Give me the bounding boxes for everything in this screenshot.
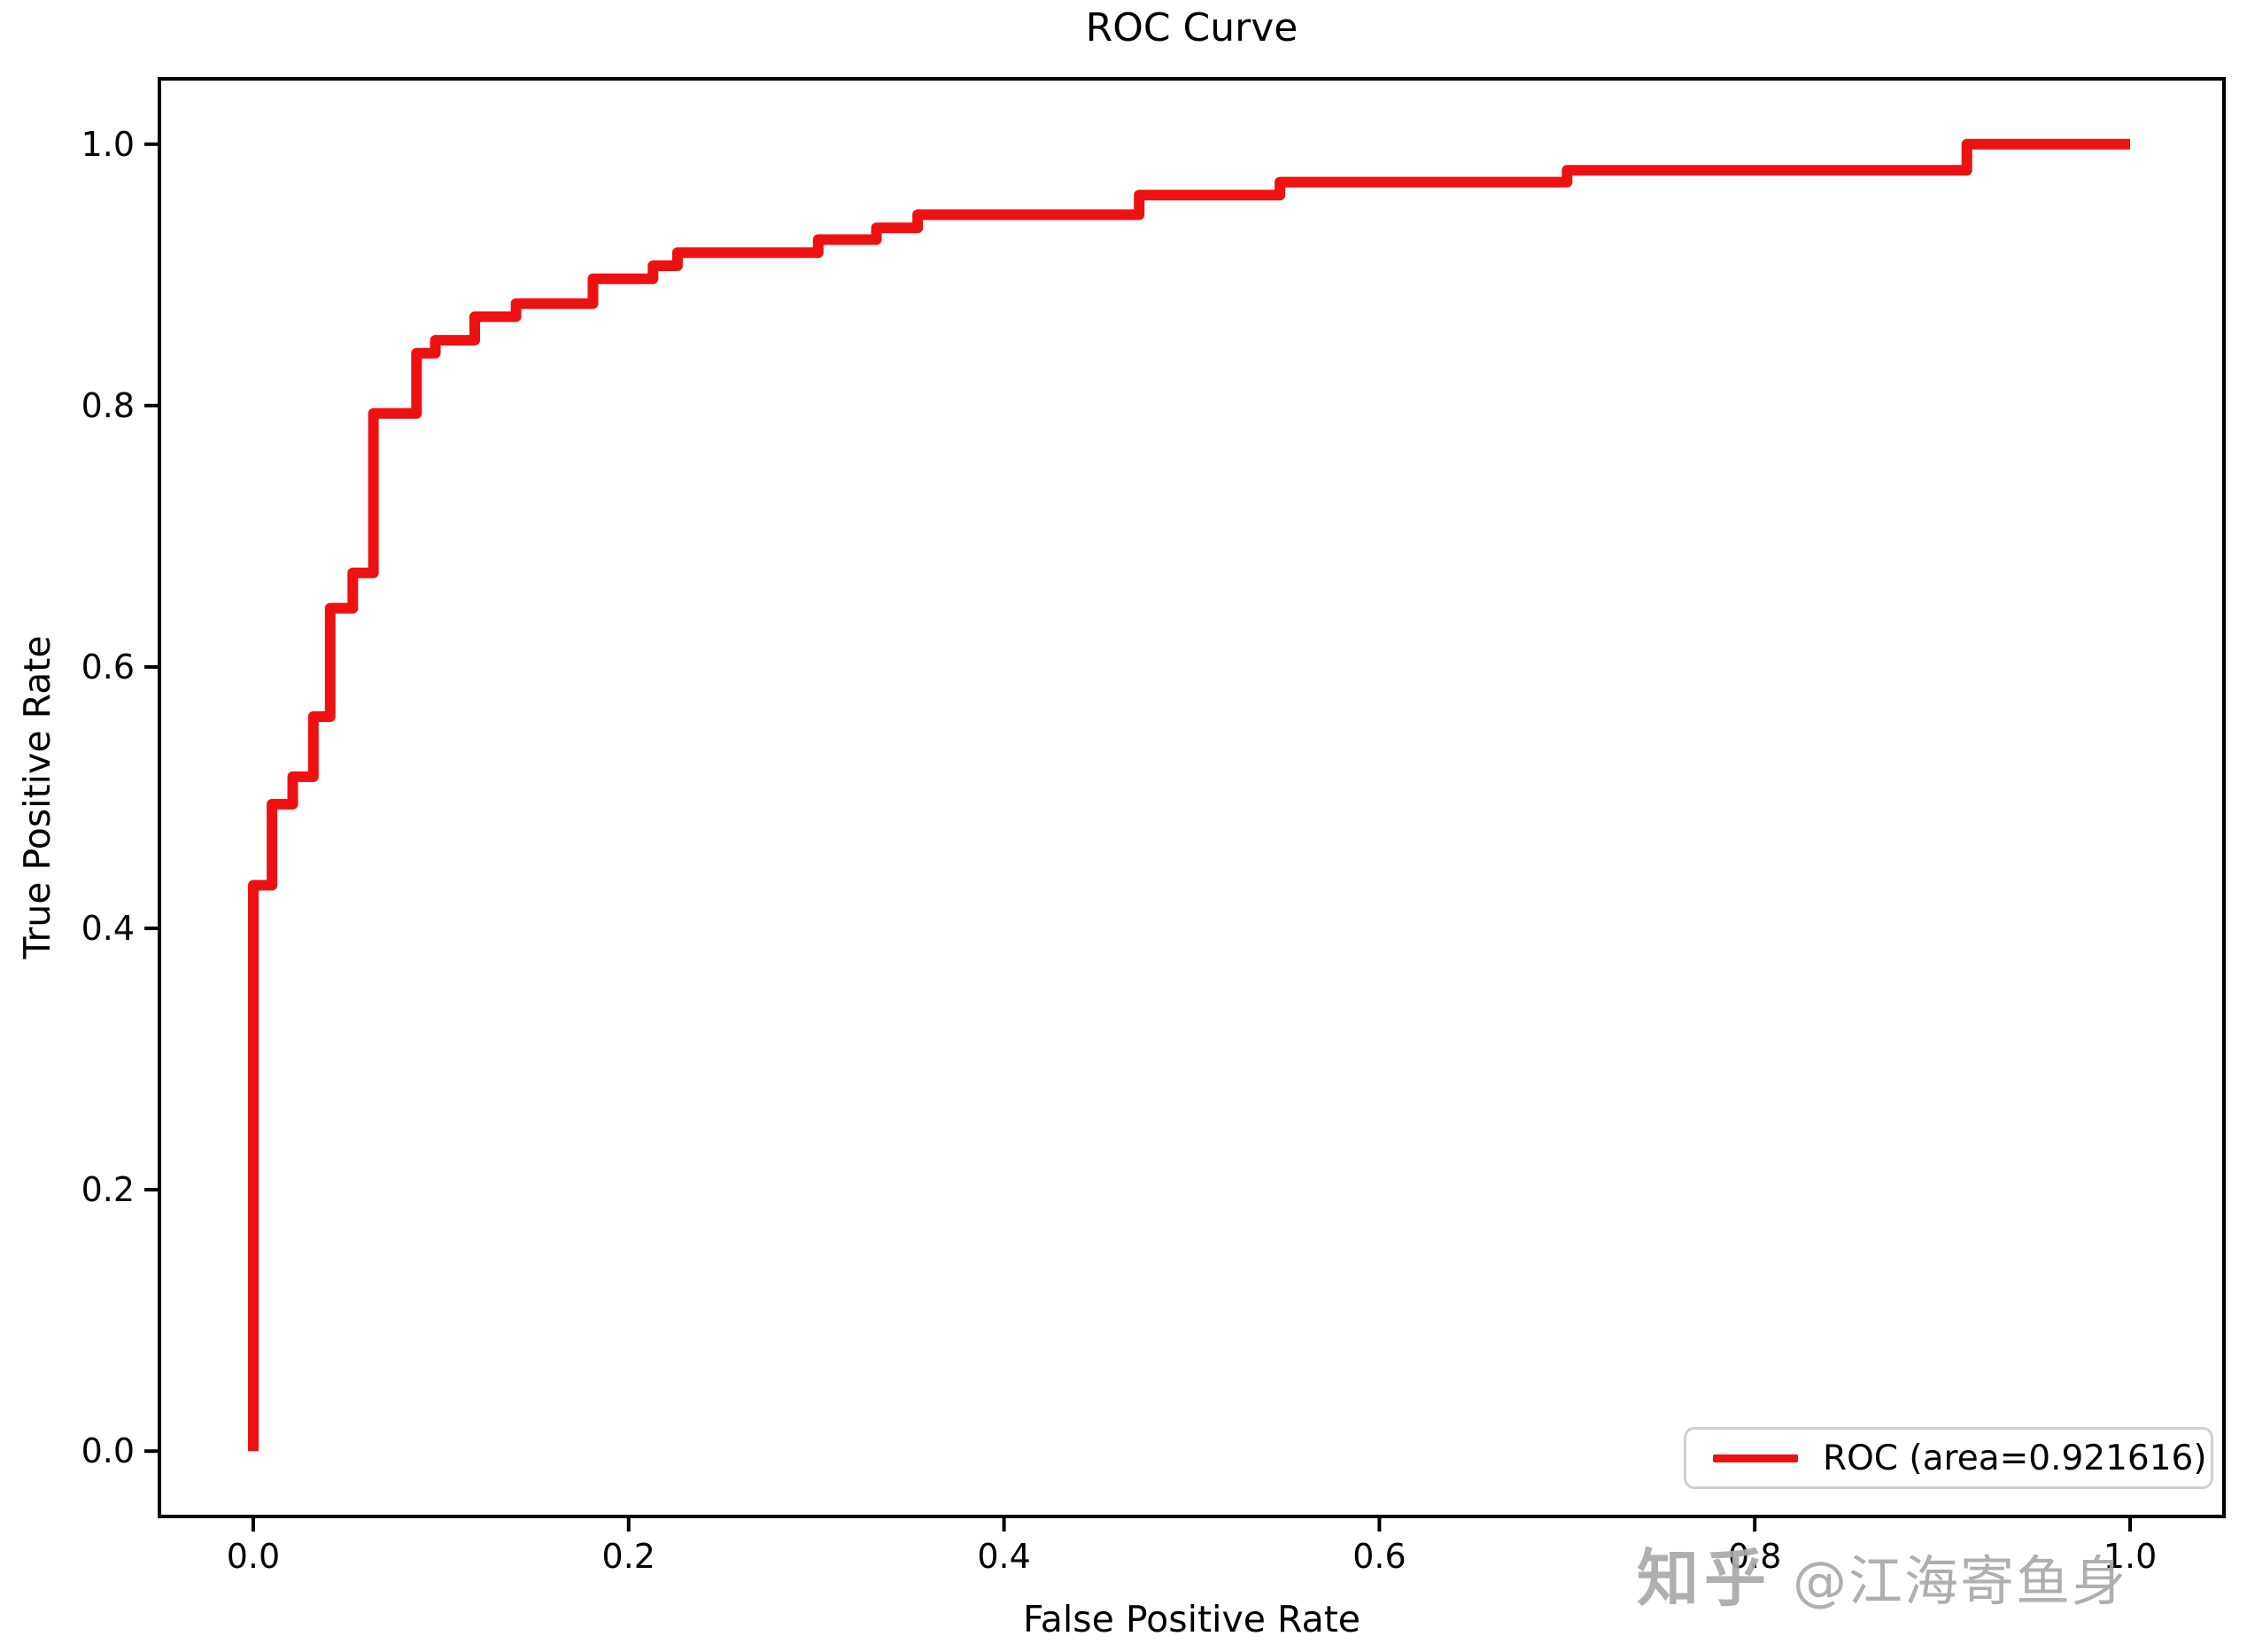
watermark: 知乎 @江海寄鱼身 bbox=[1637, 1529, 2127, 1618]
y-tick-label: 0.8 bbox=[81, 386, 135, 425]
x-tick-label: 0.8 bbox=[1728, 1537, 1781, 1576]
legend-label: ROC (area=0.921616) bbox=[1823, 1438, 2207, 1478]
y-axis-label: True Positive Rate bbox=[16, 635, 58, 959]
x-axis-label: False Positive Rate bbox=[1022, 1598, 1361, 1640]
legend: ROC (area=0.921616) bbox=[1684, 1427, 2213, 1489]
axes-spines bbox=[158, 77, 2226, 1518]
roc-curve bbox=[248, 138, 2130, 1452]
x-tick-label: 0.6 bbox=[1352, 1537, 1406, 1576]
legend-line-swatch bbox=[1713, 1454, 1798, 1462]
y-tick-label: 1.0 bbox=[81, 125, 135, 164]
chart-title: ROC Curve bbox=[1085, 5, 1298, 50]
y-tick-label: 0.2 bbox=[81, 1170, 135, 1209]
y-tick-label: 0.6 bbox=[81, 648, 135, 686]
x-tick-label: 1.0 bbox=[2104, 1537, 2157, 1576]
x-tick-label: 0.4 bbox=[977, 1537, 1030, 1576]
x-tick-label: 0.2 bbox=[602, 1537, 655, 1576]
watermark-handle: @江海寄鱼身 bbox=[1793, 1550, 2128, 1613]
x-tick-label: 0.0 bbox=[227, 1537, 280, 1576]
watermark-brand: 知乎 bbox=[1637, 1542, 1771, 1615]
y-tick-label: 0.0 bbox=[81, 1431, 135, 1470]
y-tick-label: 0.4 bbox=[81, 909, 135, 948]
